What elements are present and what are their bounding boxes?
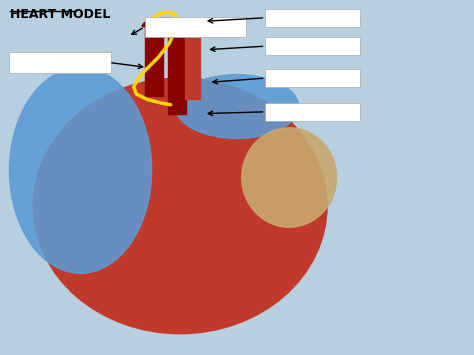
FancyBboxPatch shape: [265, 69, 360, 87]
Polygon shape: [154, 21, 176, 27]
Ellipse shape: [33, 78, 327, 334]
FancyBboxPatch shape: [265, 37, 360, 55]
Ellipse shape: [9, 67, 152, 273]
FancyBboxPatch shape: [145, 17, 246, 37]
Bar: [145, 25, 163, 96]
Polygon shape: [142, 18, 188, 27]
Ellipse shape: [175, 75, 299, 138]
FancyBboxPatch shape: [265, 103, 360, 121]
Bar: [168, 28, 186, 114]
FancyBboxPatch shape: [9, 52, 111, 73]
Bar: [185, 37, 200, 99]
FancyBboxPatch shape: [265, 9, 360, 27]
Text: HEART MODEL: HEART MODEL: [10, 8, 111, 21]
Ellipse shape: [242, 128, 337, 227]
